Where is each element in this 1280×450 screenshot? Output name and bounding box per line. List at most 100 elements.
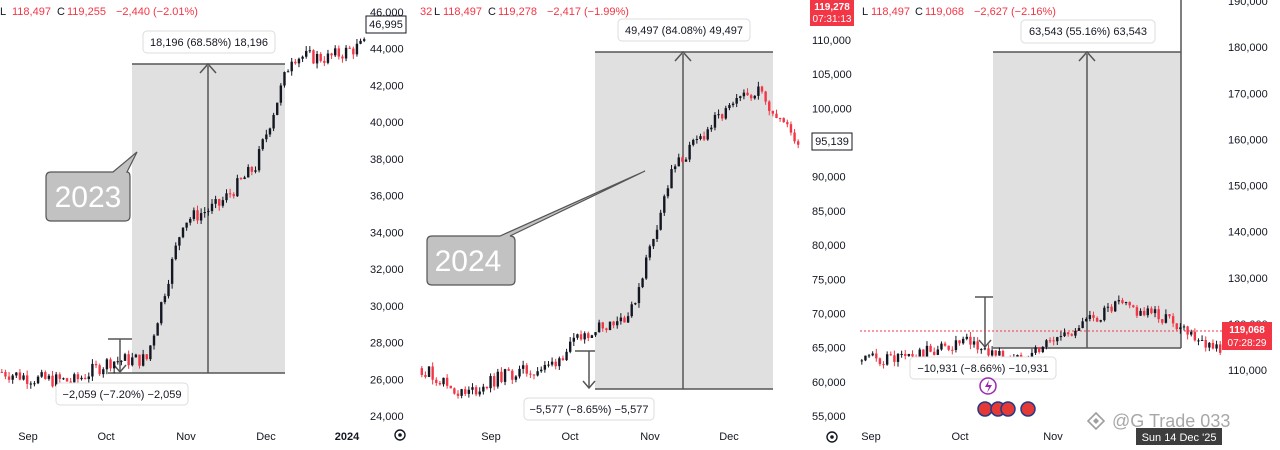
candle-body: [864, 355, 867, 361]
candle-body: [492, 376, 496, 387]
svg-text:07:31:13: 07:31:13: [813, 14, 852, 25]
y-tick: 140,000: [1228, 227, 1268, 239]
candle-body: [605, 328, 608, 331]
close-label: C: [57, 6, 65, 18]
candle-body: [131, 357, 134, 366]
candle-body: [583, 333, 586, 340]
candle-body: [786, 122, 789, 125]
candle-body: [692, 139, 695, 145]
x-tick: Sep: [861, 431, 881, 443]
candle-body: [1132, 305, 1135, 308]
candle-body: [352, 48, 355, 55]
candle-body: [1171, 316, 1175, 324]
candle-body: [326, 53, 330, 63]
candle-body: [1175, 323, 1178, 330]
candle-body: [739, 96, 742, 99]
us-flag-icon[interactable]: [1020, 401, 1036, 417]
svg-text:−5,577 (−8.65%) −5,577: −5,577 (−8.65%) −5,577: [530, 404, 649, 416]
candle-body: [156, 323, 159, 336]
settings-gear-icon[interactable]: [394, 429, 406, 441]
candle-body: [507, 369, 510, 371]
candle-body: [87, 376, 90, 380]
svg-text:−10,931 (−8.66%) −10,931: −10,931 (−8.66%) −10,931: [917, 363, 1048, 375]
candle-body: [1016, 354, 1019, 358]
callout-2024: 2024: [426, 170, 646, 286]
candle-body: [695, 138, 699, 140]
candle-body: [138, 354, 141, 366]
candle-body: [438, 382, 442, 385]
candle-body: [1063, 332, 1066, 337]
range-bottom-label: −2,059 (−7.20%) −2,059: [55, 382, 189, 406]
svg-text:2024: 2024: [435, 245, 502, 278]
callout-2023: 2023: [45, 151, 138, 222]
svg-text:119,068: 119,068: [1229, 325, 1265, 336]
candle-body: [467, 389, 471, 394]
candle-body: [1052, 340, 1055, 342]
candle-body: [735, 98, 738, 104]
candle-body: [247, 167, 250, 178]
candle-body: [1121, 300, 1124, 304]
candle-body: [1164, 314, 1168, 323]
x-tick: Nov: [1043, 431, 1063, 443]
candle-body: [167, 283, 170, 297]
candle-body: [958, 340, 961, 344]
candle-body: [348, 47, 351, 49]
candle-body: [236, 178, 239, 197]
us-flag-icon[interactable]: [1000, 401, 1016, 417]
candle-body: [330, 53, 333, 56]
candle-body: [149, 345, 152, 360]
close-label: C: [488, 6, 496, 18]
candle-body: [1103, 307, 1106, 321]
candle-body: [565, 351, 568, 361]
candle-body: [673, 166, 677, 170]
candle-body: [40, 372, 43, 377]
candle-body: [1179, 327, 1182, 330]
candle-body: [1124, 302, 1128, 304]
candle-body: [933, 351, 936, 355]
candle-body: [1150, 308, 1153, 314]
range-bottom-label: −5,577 (−8.65%) −5,577: [523, 397, 655, 421]
candle-body: [189, 218, 192, 223]
candle-body: [257, 149, 261, 171]
svg-text:95,139: 95,139: [815, 136, 849, 148]
y-tick: 75,000: [812, 274, 846, 286]
candle-body: [972, 341, 976, 345]
ohlc-readout: L 118,497 C 119,255 −2,440 (−2.01%): [0, 6, 198, 18]
change-value: −2,440 (−2.01%): [116, 6, 198, 18]
candle-body: [489, 376, 492, 389]
price-label-2023: 46,995: [365, 15, 407, 34]
candle-body: [485, 386, 489, 389]
y-tick: 90,000: [812, 172, 846, 184]
candle-body: [25, 375, 29, 384]
event-icons[interactable]: [977, 377, 1036, 417]
candle-body: [319, 53, 322, 61]
candle-body: [1092, 315, 1095, 318]
candle-body: [301, 56, 304, 59]
candle-body: [1088, 315, 1092, 319]
range-top-label: 18,196 (68.58%) 18,196: [142, 30, 276, 54]
candle-body: [297, 58, 301, 64]
candle-body: [521, 365, 525, 369]
y-tick: 26,000: [370, 374, 404, 386]
candle-body: [940, 343, 943, 350]
candle-body: [764, 91, 767, 102]
svg-text:07:28:29: 07:28:29: [1228, 338, 1267, 349]
us-flag-icon[interactable]: [977, 401, 993, 417]
y-tick: 170,000: [1228, 88, 1268, 100]
candle-body: [482, 386, 485, 392]
candle-body: [435, 379, 438, 383]
candle-body: [0, 371, 4, 373]
x-tick: 2024: [335, 431, 360, 443]
watermark: @G Trade 033: [1086, 411, 1230, 431]
candle-body: [1139, 310, 1142, 316]
y-tick: 38,000: [370, 154, 404, 166]
svg-text:Sun 14 Dec '25: Sun 14 Dec '25: [1142, 432, 1217, 444]
candle-body: [1190, 331, 1193, 335]
candle-body: [141, 354, 145, 366]
settings-gear-icon[interactable]: [826, 431, 838, 443]
candle-body: [907, 354, 911, 356]
candle-body: [160, 302, 163, 324]
candle-body: [174, 245, 177, 260]
candle-body: [1168, 314, 1171, 317]
candle-body: [225, 193, 228, 201]
